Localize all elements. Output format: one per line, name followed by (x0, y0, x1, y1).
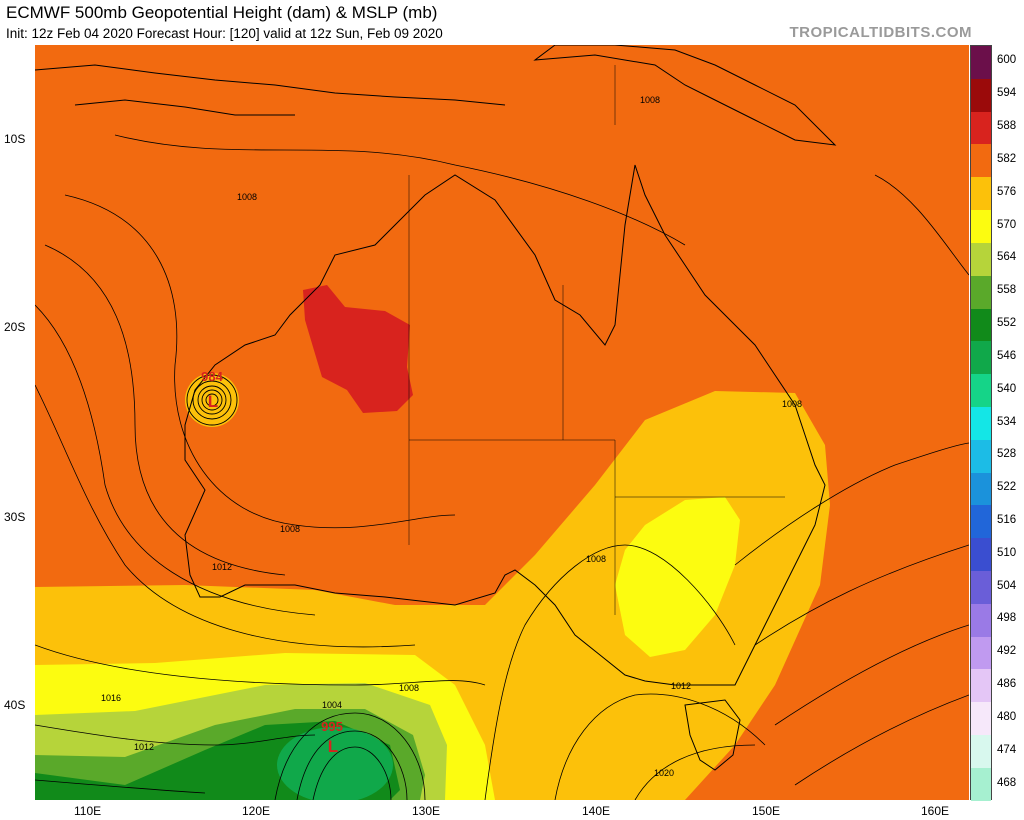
weather-map: 1008 1008 1008 1008 1008 1012 1012 1016 … (35, 45, 969, 800)
colorbar-segment (971, 538, 991, 571)
latitude-label: 10S (4, 132, 26, 146)
colorbar-segment (971, 210, 991, 243)
isobar-label: 1020 (654, 768, 674, 778)
colorbar-segment (971, 472, 991, 506)
isobar-label: 1012 (671, 681, 691, 691)
colorbar-level-label: 582 (997, 152, 1017, 165)
colorbar-segment (971, 767, 991, 801)
colorbar-segment (971, 571, 991, 604)
low-pressure-symbol: L (208, 392, 218, 411)
colorbar-level-label: 570 (997, 218, 1017, 231)
colorbar-level-label: 498 (997, 612, 1017, 625)
colorbar-level-label: 576 (997, 185, 1017, 198)
new-guinea-coastline (533, 45, 837, 146)
colorbar-segment (971, 669, 991, 703)
colorbar-level-label: 522 (997, 481, 1017, 494)
low-pressure-symbol: L (328, 737, 338, 756)
colorbar-level-label: 564 (997, 251, 1017, 264)
isobar-labels: 1008 1008 1008 1008 1008 1012 1012 1016 … (101, 95, 802, 778)
colorbar-level-label: 546 (997, 349, 1017, 362)
colorbar-level-label: 504 (997, 579, 1017, 592)
height-546-center (277, 727, 393, 800)
colorbar-segment (971, 46, 991, 79)
colorbar-segment (971, 242, 991, 276)
colorbar-segment (971, 374, 991, 407)
colorbar-level-label: 486 (997, 678, 1017, 691)
height-570-patch (615, 497, 740, 657)
australia-coastline (184, 164, 826, 686)
colorbar-level-label: 510 (997, 546, 1017, 559)
colorbar-level-label: 552 (997, 317, 1017, 330)
cyclone-isobars (186, 374, 238, 426)
coastlines (35, 45, 837, 771)
colorbar-segment (971, 275, 991, 309)
state-borders (408, 65, 785, 615)
colorbar-segment (971, 603, 991, 637)
isobar-label: 1012 (134, 742, 154, 752)
isobar-label: 1012 (212, 562, 232, 572)
colorbar-level-label: 534 (997, 415, 1017, 428)
isobar-label: 1008 (586, 554, 606, 564)
isobar-label: 1004 (322, 700, 342, 710)
latitude-label: 40S (4, 698, 26, 712)
indonesia-coastline (35, 64, 506, 116)
longitude-label: 150E (752, 804, 781, 818)
colorbar-level-label: 474 (997, 743, 1017, 756)
colorbar-level-label: 588 (997, 120, 1017, 133)
colorbar-segment (971, 144, 991, 178)
isobars (35, 134, 969, 800)
low-pressure-value: 984 (201, 369, 223, 384)
isobar-label: 1008 (237, 192, 257, 202)
longitude-label: 120E (242, 804, 271, 818)
latitude-label: 20S (4, 320, 26, 334)
colorbar-segment (971, 735, 991, 768)
longitude-label: 110E (74, 804, 102, 818)
isobar-label: 1008 (280, 524, 300, 534)
colorbar-level-label: 516 (997, 513, 1017, 526)
colorbar-segment (971, 505, 991, 539)
colorbar-segment (971, 308, 991, 342)
colorbar-level-label: 558 (997, 284, 1017, 297)
low-pressure-markers: 984 L 995 L (201, 369, 343, 756)
colorbar-segment (971, 111, 991, 145)
colorbar-level-label: 468 (997, 776, 1017, 789)
isobar-label: 1008 (399, 683, 419, 693)
longitude-label: 130E (412, 804, 441, 818)
height-588-patch (303, 285, 413, 413)
tasmania-coastline (684, 699, 741, 771)
latitude-label: 30S (4, 510, 26, 524)
credit-watermark: TROPICALTIDBITS.COM (789, 24, 972, 41)
longitude-label: 160E (921, 804, 950, 818)
map-subtitle: Init: 12z Feb 04 2020 Forecast Hour: [12… (6, 26, 443, 41)
colorbar-level-label: 594 (997, 87, 1017, 100)
low-pressure-value: 995 (321, 719, 343, 734)
colorbar-segment (971, 406, 991, 440)
colorbar-level-label: 540 (997, 382, 1017, 395)
isobar-label: 1016 (101, 693, 121, 703)
colorbar-segment (971, 636, 991, 670)
map-title: ECMWF 500mb Geopotential Height (dam) & … (6, 3, 438, 22)
colorbar (970, 45, 992, 801)
colorbar-level-label: 600 (997, 54, 1017, 67)
longitude-label: 140E (582, 804, 611, 818)
colorbar-segment (971, 78, 991, 112)
colorbar-segment (971, 341, 991, 375)
colorbar-level-label: 480 (997, 710, 1017, 723)
isobar-label: 1008 (640, 95, 660, 105)
colorbar-level-label: 528 (997, 448, 1017, 461)
colorbar-level-label: 492 (997, 645, 1017, 658)
isobar-label: 1008 (782, 399, 802, 409)
colorbar-segment (971, 177, 991, 211)
colorbar-segment (971, 702, 991, 736)
colorbar-segment (971, 439, 991, 473)
